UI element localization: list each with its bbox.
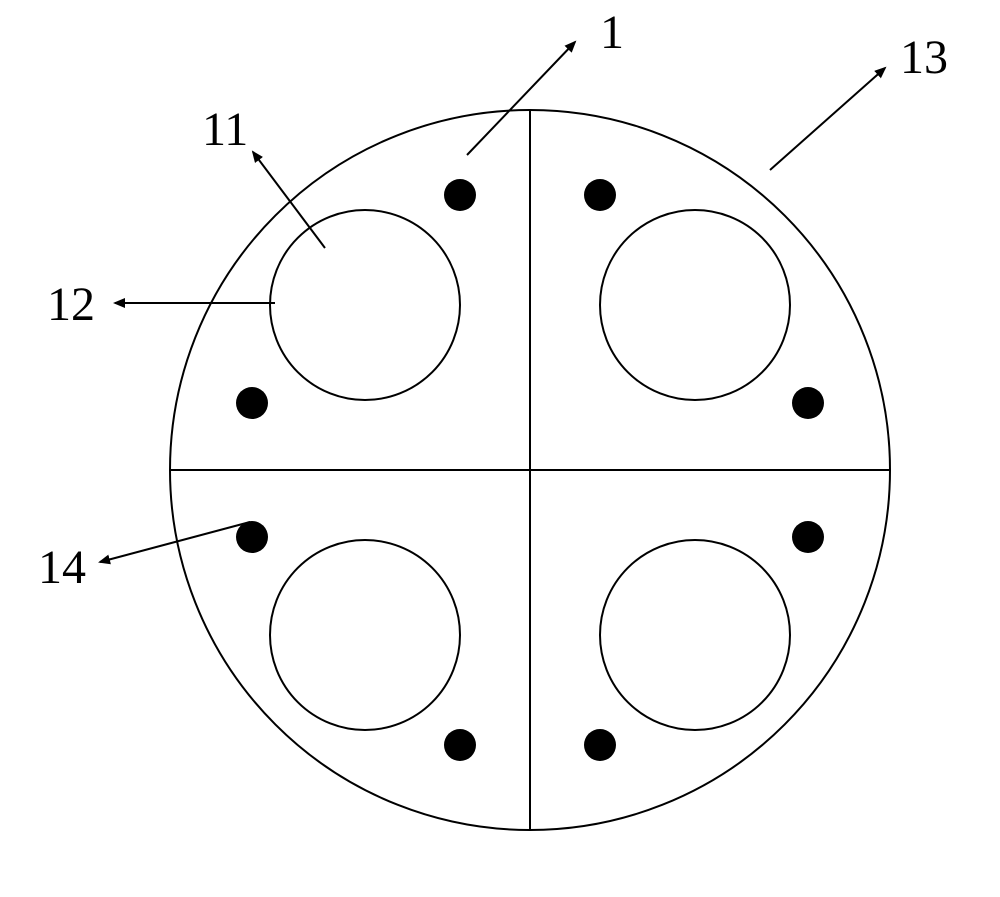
label-1: 1	[600, 5, 624, 60]
inner-circle-2	[270, 540, 460, 730]
dot-2	[236, 387, 268, 419]
leader-arrow-2	[253, 152, 325, 248]
label-13: 13	[900, 30, 948, 85]
dot-5	[792, 521, 824, 553]
dot-0	[444, 179, 476, 211]
label-14: 14	[38, 540, 86, 595]
inner-circle-3	[600, 540, 790, 730]
dot-1	[584, 179, 616, 211]
inner-circle-0	[270, 210, 460, 400]
leader-arrow-1	[770, 68, 885, 170]
dot-4	[236, 521, 268, 553]
label-12: 12	[47, 277, 95, 332]
dot-6	[444, 729, 476, 761]
dot-7	[584, 729, 616, 761]
dot-3	[792, 387, 824, 419]
inner-circle-1	[600, 210, 790, 400]
leader-arrow-0	[467, 42, 575, 155]
label-11: 11	[202, 102, 248, 157]
